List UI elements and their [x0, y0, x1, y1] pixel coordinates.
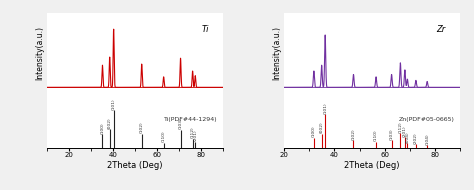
Text: (104): (104): [425, 133, 429, 145]
Text: (100): (100): [312, 126, 316, 137]
Text: (201): (201): [403, 125, 407, 137]
X-axis label: 2Theta (Deg): 2Theta (Deg): [344, 161, 400, 170]
Text: (102): (102): [352, 128, 356, 140]
X-axis label: 2Theta (Deg): 2Theta (Deg): [108, 161, 163, 170]
Text: (100): (100): [100, 122, 104, 134]
Text: (004): (004): [405, 131, 410, 143]
Text: (103): (103): [390, 128, 393, 140]
Text: (112): (112): [398, 121, 402, 133]
Text: Zn(PDF#05-0665): Zn(PDF#05-0665): [399, 117, 455, 122]
Text: (101): (101): [112, 98, 116, 110]
Text: (103): (103): [179, 118, 182, 129]
Text: (002): (002): [319, 122, 324, 133]
Text: (002): (002): [108, 117, 112, 128]
Text: (101): (101): [323, 102, 327, 114]
Text: (110): (110): [162, 131, 165, 142]
Y-axis label: Intensity(a.u.): Intensity(a.u.): [36, 26, 45, 80]
Y-axis label: Intensity(a.u.): Intensity(a.u.): [273, 26, 282, 80]
Text: (110): (110): [374, 130, 378, 141]
Text: (112): (112): [191, 127, 195, 138]
Text: Zr: Zr: [437, 25, 446, 34]
Text: (201): (201): [193, 130, 197, 141]
Text: Ti(PDF#44-1294): Ti(PDF#44-1294): [164, 117, 218, 122]
Text: (102): (102): [140, 122, 144, 133]
Text: Ti: Ti: [201, 25, 209, 34]
Text: (202): (202): [414, 132, 418, 144]
